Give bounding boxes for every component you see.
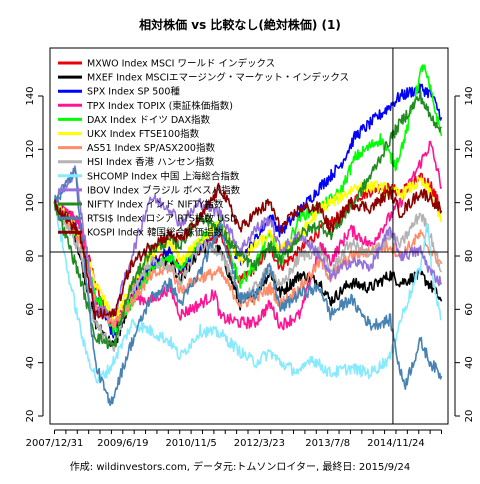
y-tick-label-right: 20: [464, 410, 475, 423]
y-tick-label-right: 140: [464, 86, 475, 105]
x-tick-label: 2007/12/31: [26, 438, 84, 449]
legend-label-12: KOSPI Index 韓国総合株価指数: [87, 227, 223, 239]
y-tick-label-left: 60: [25, 303, 36, 316]
y-tick-label-left: 80: [25, 250, 36, 263]
x-tick-label: 2012/3/23: [234, 438, 285, 449]
y-tick-label-left: 100: [25, 193, 36, 212]
x-tick-label: 2014/11/24: [367, 438, 425, 449]
legend: MXWO Index MSCI ワールド インデックス MXEF Index MS…: [58, 58, 349, 239]
y-tick-label-left: 20: [25, 410, 36, 423]
x-axis: 2007/12/31 2009/6/19 2010/11/5 2012/3/23 201…: [26, 429, 442, 449]
legend-label-0: MXWO Index MSCI ワールド インデックス: [87, 58, 275, 70]
y-tick-label-right: 100: [464, 193, 475, 212]
y-tick-label-left: 120: [25, 140, 36, 159]
legend-label-4: DAX Index ドイツ DAX指数: [87, 114, 211, 126]
reference-lines: [50, 48, 448, 424]
series-lines: [53, 64, 443, 407]
y-tick-label-left: 40: [25, 356, 36, 369]
legend-label-11: RTSI$ Index ロシア RTS指数 USD: [87, 213, 237, 225]
y-tick-label-right: 40: [464, 356, 475, 369]
legend-label-1: MXEF Index MSCIエマージング・マーケット・インデックス: [87, 72, 349, 84]
legend-label-3: TPX Index TOPIX (東証株価指数): [86, 100, 233, 112]
x-tick-label: 2009/6/19: [97, 438, 148, 449]
series-line-12: [53, 182, 443, 320]
legend-label-7: HSI Index 香港 ハンセン指数: [87, 156, 215, 168]
series-line-8: [53, 201, 443, 384]
x-tick-label: 2010/11/5: [165, 438, 216, 449]
x-tick-label: 2013/7/8: [305, 438, 350, 449]
legend-label-6: AS51 Index SP/ASX200指数: [87, 142, 215, 154]
legend-label-8: SHCOMP Index 中国 上海総合指数: [87, 170, 240, 182]
series-line-11: [53, 167, 443, 407]
legend-label-9: IBOV Index ブラジル ボベスパ指数: [87, 184, 241, 196]
y-axis-right: 20 40 60 80 100 120 140: [454, 86, 475, 423]
y-tick-label-left: 140: [25, 86, 36, 105]
y-tick-label-right: 120: [464, 140, 475, 159]
chart-title: 相対株価 vs 比較なし(絶対株価) (1): [139, 17, 341, 32]
plot-frame: [49, 47, 449, 425]
series-line-10: [53, 90, 442, 349]
y-tick-label-right: 80: [464, 250, 475, 263]
legend-label-2: SPX Index SP 500種: [87, 87, 180, 98]
legend-label-10: NIFTY Index インド NIFTY指数: [87, 199, 224, 211]
legend-label-5: UKX Index FTSE100指数: [87, 128, 200, 140]
y-tick-label-right: 60: [464, 303, 475, 316]
y-axis-left: 20 40 60 80 100 120 140: [25, 86, 44, 423]
chart-caption: 作成: wildinvestors.com, データ元:トムソンロイター, 最終…: [70, 460, 410, 473]
